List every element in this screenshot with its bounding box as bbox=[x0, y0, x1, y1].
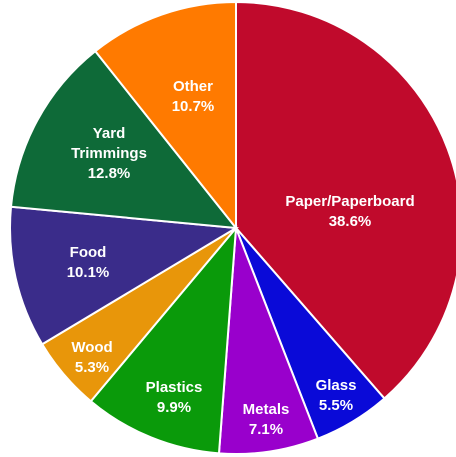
pie-slice-plastics bbox=[89, 224, 238, 455]
pie-slice-metals bbox=[217, 227, 320, 455]
slice-label-metals: Metals 7.1% bbox=[243, 401, 290, 438]
slice-label-other: Other 10.7% bbox=[172, 78, 215, 115]
pie-slice-other bbox=[93, 0, 237, 231]
pie-slice-yard-trimmings bbox=[9, 49, 239, 230]
slice-label-food: Food 10.1% bbox=[67, 244, 110, 281]
pie-slice-food bbox=[9, 205, 240, 346]
slice-label-glass: Glass 5.5% bbox=[316, 377, 357, 414]
pie-labels: Paper/Paperboard 38.6% Glass 5.5% Metals 7.1%… bbox=[67, 78, 415, 438]
pie-slices bbox=[9, 0, 456, 455]
slice-label-wood: Wood 5.3% bbox=[71, 339, 112, 376]
pie-slice-paper-paperboard bbox=[235, 0, 456, 400]
slice-label-plastics: Plastics 9.9% bbox=[146, 379, 203, 416]
slice-label-yard-trimmings: Yard Trimmings 12.8% bbox=[71, 125, 147, 182]
slice-label-paper-paperboard: Paper/Paperboard 38.6% bbox=[285, 193, 414, 230]
